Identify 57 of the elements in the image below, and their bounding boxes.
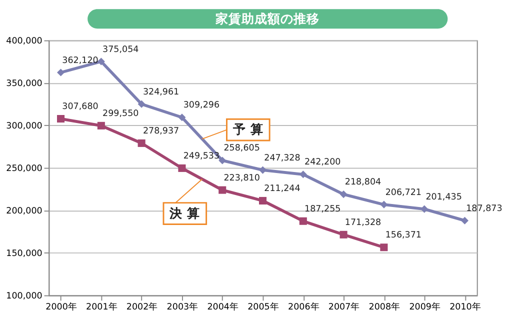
data-label: 211,244 [264,184,301,194]
y-tick-label: 250,000 [6,164,42,174]
point [340,190,348,198]
data-label: 201,435 [426,192,462,202]
data-label: 171,328 [344,218,382,228]
y-tick-label: 300,000 [6,122,42,132]
data-label: 187,255 [304,204,341,214]
series-label: 予 算 [232,122,264,137]
data-label: 375,054 [102,44,140,55]
point [340,230,348,238]
data-label: 156,371 [385,230,422,241]
data-label: 247,328 [264,153,300,164]
y-tick-label: 200,000 [6,206,42,217]
data-label: 218,804 [344,178,382,188]
data-label: 223,810 [224,173,260,184]
data-label: 187,873 [466,204,502,214]
x-tick-label: 2009年 [409,301,440,312]
point [57,68,65,76]
series-label: 決 算 [168,205,200,220]
data-label: 324,961 [142,87,180,98]
x-tick-label: 2000年 [46,301,77,312]
y-tick-label: 400,000 [6,36,42,47]
x-tick-label: 2007年 [328,301,360,312]
x-tick-label: 2006年 [288,301,320,312]
data-label: 258,605 [224,144,260,154]
point [258,196,267,204]
y-tick-label: 350,000 [6,79,42,90]
point [57,114,65,123]
point [420,205,428,213]
y-tick-label: 100,000 [6,292,42,302]
point [380,244,388,252]
y-tick-label: 150,000 [6,249,42,260]
data-label: 362,120 [62,56,98,66]
data-label: 249,533 [183,151,220,162]
point [299,217,307,225]
x-tick-label: 2002年 [126,301,158,312]
point [178,114,186,122]
data-label: 299,550 [102,108,139,119]
point [218,186,226,194]
point [460,216,469,224]
x-tick-label: 2005年 [248,301,279,312]
point [138,100,146,108]
x-tick-label: 2010年 [450,301,481,312]
data-label: 307,680 [62,102,98,112]
x-tick-label: 2008年 [368,301,400,312]
point [97,122,105,130]
x-tick-label: 2003年 [166,301,198,312]
x-tick-label: 2004年 [207,301,238,312]
point [178,164,186,172]
data-label: 278,937 [142,126,180,136]
data-label: 206,721 [385,188,422,198]
data-label: 242,200 [304,158,341,168]
data-label: 309,296 [183,100,220,111]
chart-title: 家賃助成額の推移 [214,10,320,26]
x-tick-label: 2001年 [86,301,118,312]
point [138,139,146,147]
point [218,156,226,164]
